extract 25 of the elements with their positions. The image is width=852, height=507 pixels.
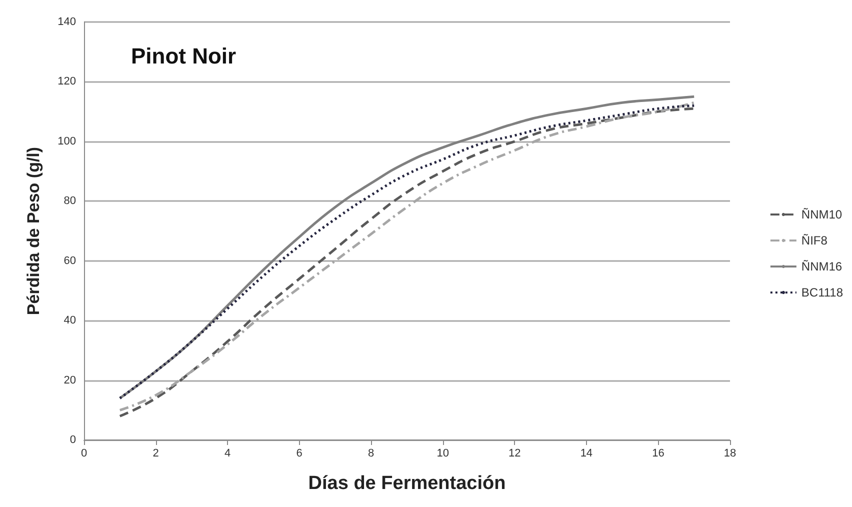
x-tick-label: 4: [224, 448, 231, 460]
y-tick-label: 40: [64, 314, 76, 327]
x-tick-label: 16: [652, 448, 664, 460]
y-tick-label: 20: [64, 374, 76, 386]
x-tick-label: 6: [296, 448, 302, 460]
legend-label: ÑIF8: [801, 234, 828, 248]
y-tick-label: 80: [64, 195, 76, 208]
x-tick-label: 12: [508, 448, 521, 460]
legend-label: ÑNM10: [801, 208, 842, 222]
x-tick-label: 14: [580, 448, 593, 460]
x-tick-label: 2: [152, 448, 159, 460]
x-tick-label: 10: [436, 448, 450, 460]
x-tick-label: 0: [80, 448, 88, 460]
y-tick-label: 120: [58, 76, 76, 88]
text: Pinot Noir: [131, 44, 237, 68]
x-axis-title: Días de Fermentación: [308, 473, 506, 494]
y-tick-label: 100: [58, 135, 76, 148]
legend-label: BC1118: [801, 286, 844, 300]
x-tick-label: 8: [368, 448, 374, 460]
y-tick-label: 0: [70, 434, 76, 446]
y-tick-label: 60: [64, 254, 76, 267]
y-axis-title: Pérdida de Peso (g/l): [24, 146, 43, 316]
legend-label: ÑNM16: [801, 260, 842, 274]
x-tick-label: 18: [724, 448, 736, 460]
y-tick-label: 140: [58, 16, 76, 28]
